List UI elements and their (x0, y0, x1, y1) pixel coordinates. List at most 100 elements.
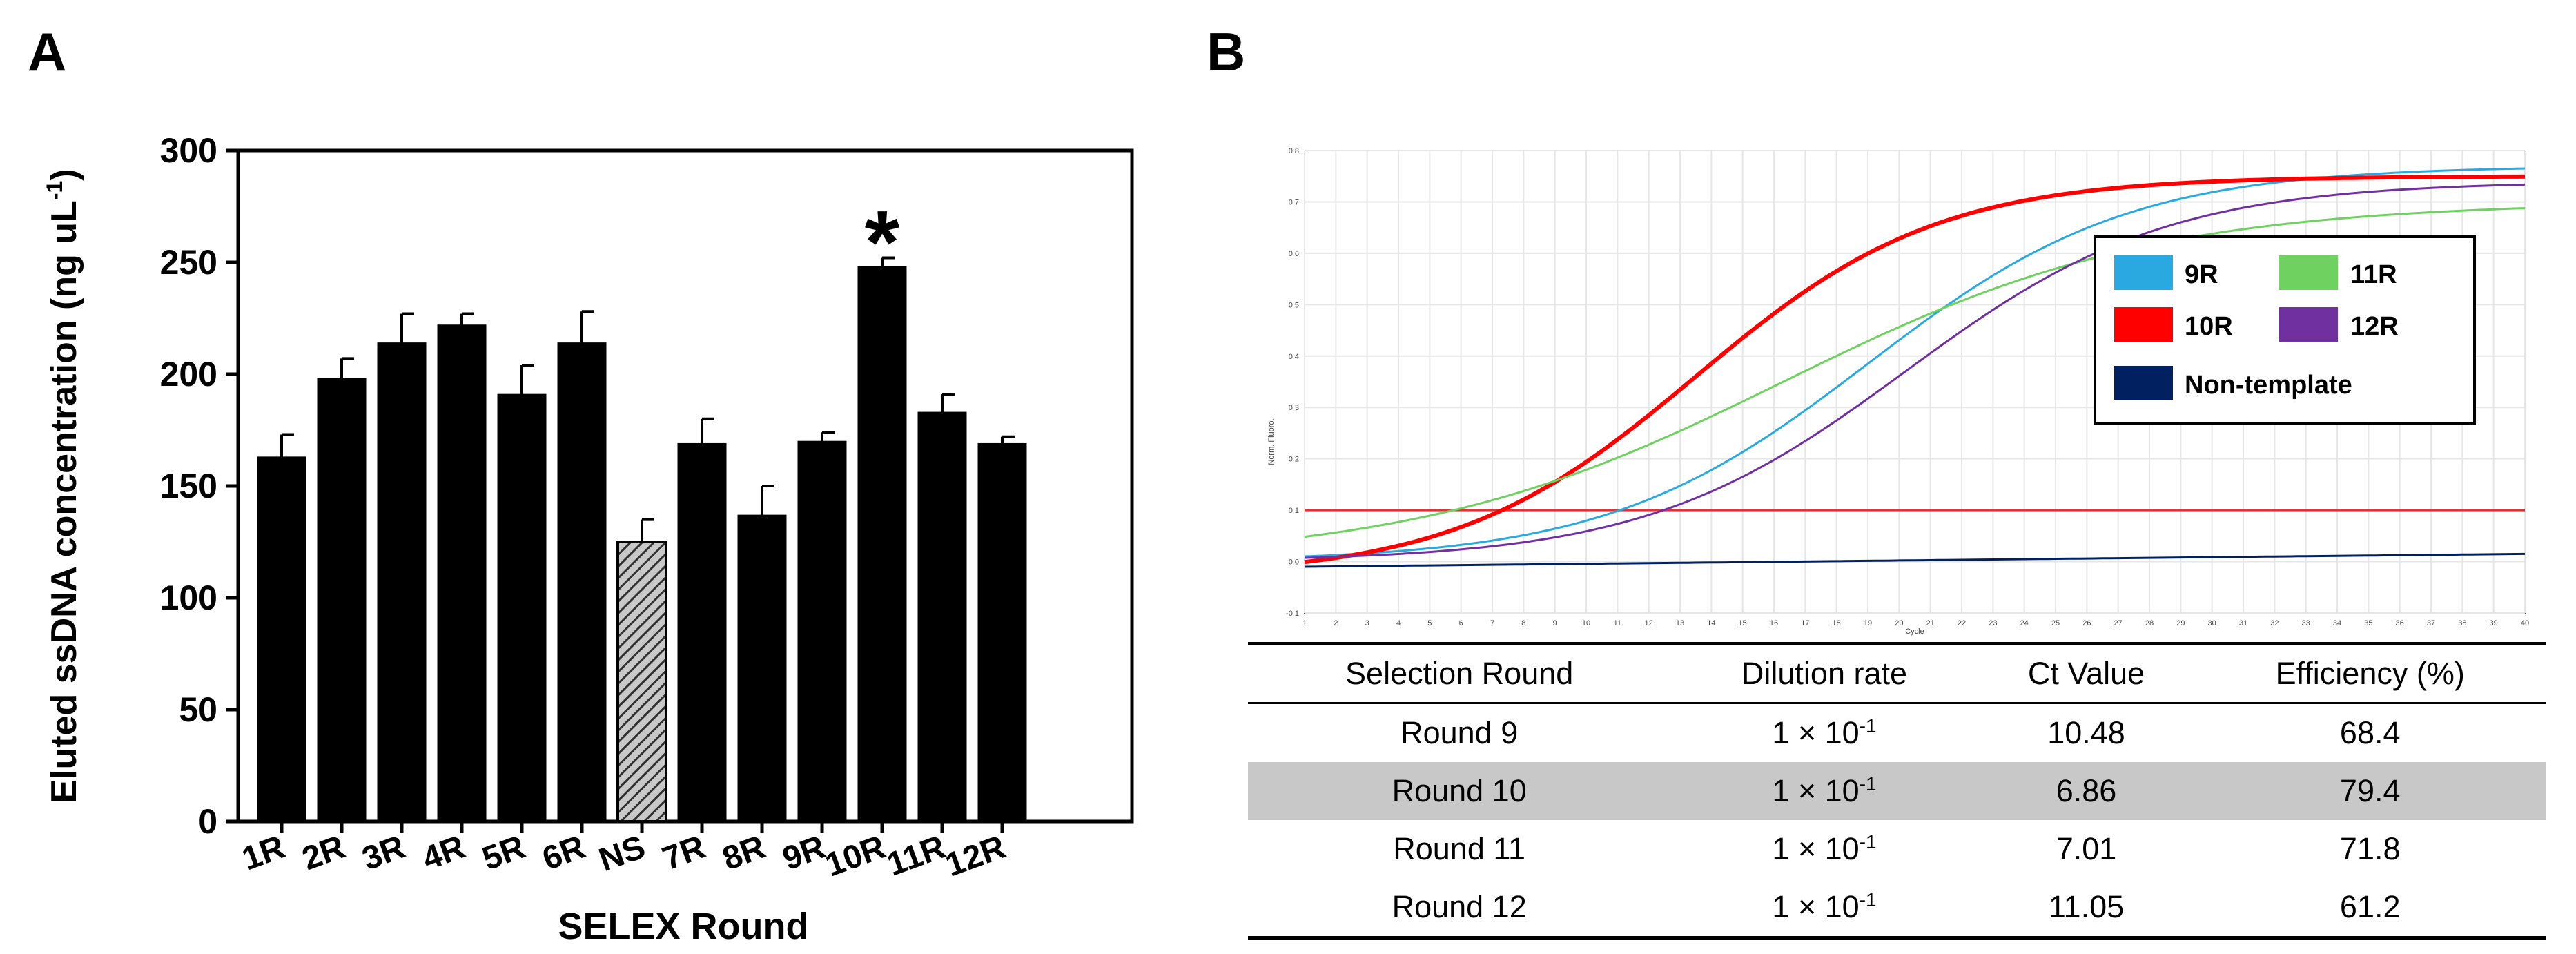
x-tick-label-b: 6 (1459, 619, 1463, 627)
x-tick-label: 2R (297, 829, 350, 878)
x-tick-label: 6R (538, 829, 590, 878)
bar-2r (317, 378, 367, 822)
x-tick-label-b: 23 (1989, 619, 1997, 627)
legend-swatch-10r (2114, 307, 2173, 342)
x-tick-label: 5R (478, 829, 530, 878)
header-efficiency: Efficiency (%) (2275, 656, 2465, 691)
table-row-highlighted: Round 10 1 × 10-1 6.86 79.4 (1248, 762, 2546, 820)
cell-round: Round 11 (1393, 831, 1526, 866)
bar-12r (977, 442, 1027, 822)
x-tick-label-b: 36 (2396, 619, 2404, 627)
x-tick-label: 10R (821, 829, 890, 884)
header-ct-value: Ct Value (2027, 656, 2145, 691)
amplification-plot: 1 2 3 4 5 6 7 8 9 10 11 12 13 14 15 16 17 18 19 20 21 22 23 24 2… (1267, 147, 2529, 636)
x-tick-label-b: 8 (1521, 619, 1525, 627)
x-tick-label: 7R (658, 829, 710, 878)
y-tick-label-b: 0.5 (1289, 301, 1299, 309)
x-tick-label-b: 18 (1833, 619, 1841, 627)
panel-label-b: B (1207, 21, 1246, 82)
legend-label-10r: 10R (2185, 312, 2233, 341)
x-tick-label-b: 3 (1365, 619, 1369, 627)
bar-4r (437, 324, 487, 822)
bar-9r (797, 440, 847, 822)
y-axis-title: Eluted ssDNA concentration (ng uL-1) (42, 168, 84, 803)
cell-efficiency: 79.4 (2194, 762, 2546, 820)
x-tick-label-b: 12 (1645, 619, 1653, 627)
y-tick-label: 50 (179, 690, 217, 729)
x-tick-label: 12R (941, 829, 1011, 884)
ct-value-table: Selection Round Dilution rate Ct Value E… (1248, 642, 2546, 940)
cell-ct: 11.05 (2048, 889, 2125, 924)
y-tick-label-b: 0.6 (1289, 250, 1299, 258)
x-tick-label-b: 14 (1707, 619, 1715, 627)
panel-label-a: A (28, 21, 67, 82)
bar-ns (616, 541, 667, 823)
x-tick-label-b: 4 (1396, 619, 1401, 627)
x-tick-label-b: 11 (1614, 619, 1621, 627)
legend-label-11r: 11R (2350, 260, 2397, 289)
bar-1r (257, 456, 306, 822)
y-tick-label-b: 0.3 (1289, 404, 1299, 412)
x-tick-label-b: 27 (2114, 619, 2123, 627)
cell-round: Round 12 (1392, 889, 1527, 924)
y-tick-label-b: 0.1 (1289, 507, 1299, 515)
x-tick-label: 3R (358, 829, 410, 878)
series-line-10r (1304, 174, 2526, 565)
series-line-12r (1304, 183, 2526, 559)
x-tick-label-b: 22 (1958, 619, 1966, 627)
cell-round: Round 9 (1401, 715, 1519, 750)
x-tick-label-b: 34 (2333, 619, 2341, 627)
cell-dilution: 1 × 10-1 (1772, 831, 1877, 866)
y-tick-label: 150 (160, 467, 217, 505)
series-line-non-template (1304, 552, 2526, 568)
y-tick-label: 250 (160, 243, 217, 282)
x-tick-label-b: 16 (1770, 619, 1778, 627)
x-tick-label: 4R (418, 829, 470, 878)
bar-3r (377, 342, 427, 822)
x-tick-label-b: 32 (2270, 619, 2279, 627)
y-tick-label: 200 (160, 355, 217, 393)
x-tick-label-b: 5 (1427, 619, 1432, 627)
x-tick-label-b: 30 (2208, 619, 2216, 627)
table-row: Round 9 1 × 10-1 10.48 68.4 (1248, 703, 2546, 763)
x-tick-label-b: 38 (2458, 619, 2466, 627)
legend: 9R 11R 10R 12R Non-template (2094, 235, 2476, 425)
cell-efficiency: 61.2 (2339, 889, 2401, 924)
x-tick-label: 8R (718, 829, 770, 878)
table-header-row: Selection Round Dilution rate Ct Value E… (1248, 643, 2546, 703)
series-line-11r (1304, 207, 2526, 538)
y-tick-label-b: -0.1 (1286, 610, 1299, 618)
legend-label-12r: 12R (2350, 312, 2399, 341)
y-tick-label: 0 (198, 802, 217, 841)
x-tick-label-b: 26 (2082, 619, 2091, 627)
x-tick-label-b: 21 (1926, 619, 1935, 627)
bar-7r (677, 442, 727, 822)
x-tick-label-b: 24 (2020, 619, 2029, 627)
cell-ct: 7.01 (2056, 831, 2117, 866)
significance-asterisk: * (865, 192, 900, 293)
x-tick-label-b: 39 (2490, 619, 2498, 627)
legend-swatch-non-template (2114, 366, 2173, 400)
x-axis-title: SELEX Round (558, 906, 809, 947)
y-axis-title-b: Norm. Fluoro. (1267, 418, 1276, 465)
x-tick-label-b: 10 (1582, 619, 1590, 627)
header-selection-round: Selection Round (1345, 656, 1574, 691)
x-tick-label-b: 33 (2302, 619, 2310, 627)
y-tick-label-b: 0.7 (1289, 198, 1299, 206)
bar-11r (917, 411, 967, 822)
x-tick-label-b: 17 (1801, 619, 1809, 627)
x-tick-label-b: 1 (1302, 619, 1307, 627)
cell-efficiency: 71.8 (2339, 831, 2401, 866)
x-tick-label: 1R (237, 829, 290, 878)
cell-dilution: 1 × 10-1 (1670, 762, 1978, 820)
bar-8r (737, 514, 787, 822)
x-tick-label-b: 29 (2176, 619, 2185, 627)
header-dilution-rate: Dilution rate (1741, 656, 1908, 691)
y-tick-label-b: 0.4 (1289, 353, 1299, 361)
legend-label-non-template: Non-template (2185, 371, 2352, 400)
y-tick-label-b: 0.2 (1289, 456, 1299, 464)
cell-ct: 6.86 (1978, 762, 2195, 820)
x-tick-label-b: 28 (2145, 619, 2154, 627)
y-tick-label-b: 0.0 (1289, 558, 1299, 567)
